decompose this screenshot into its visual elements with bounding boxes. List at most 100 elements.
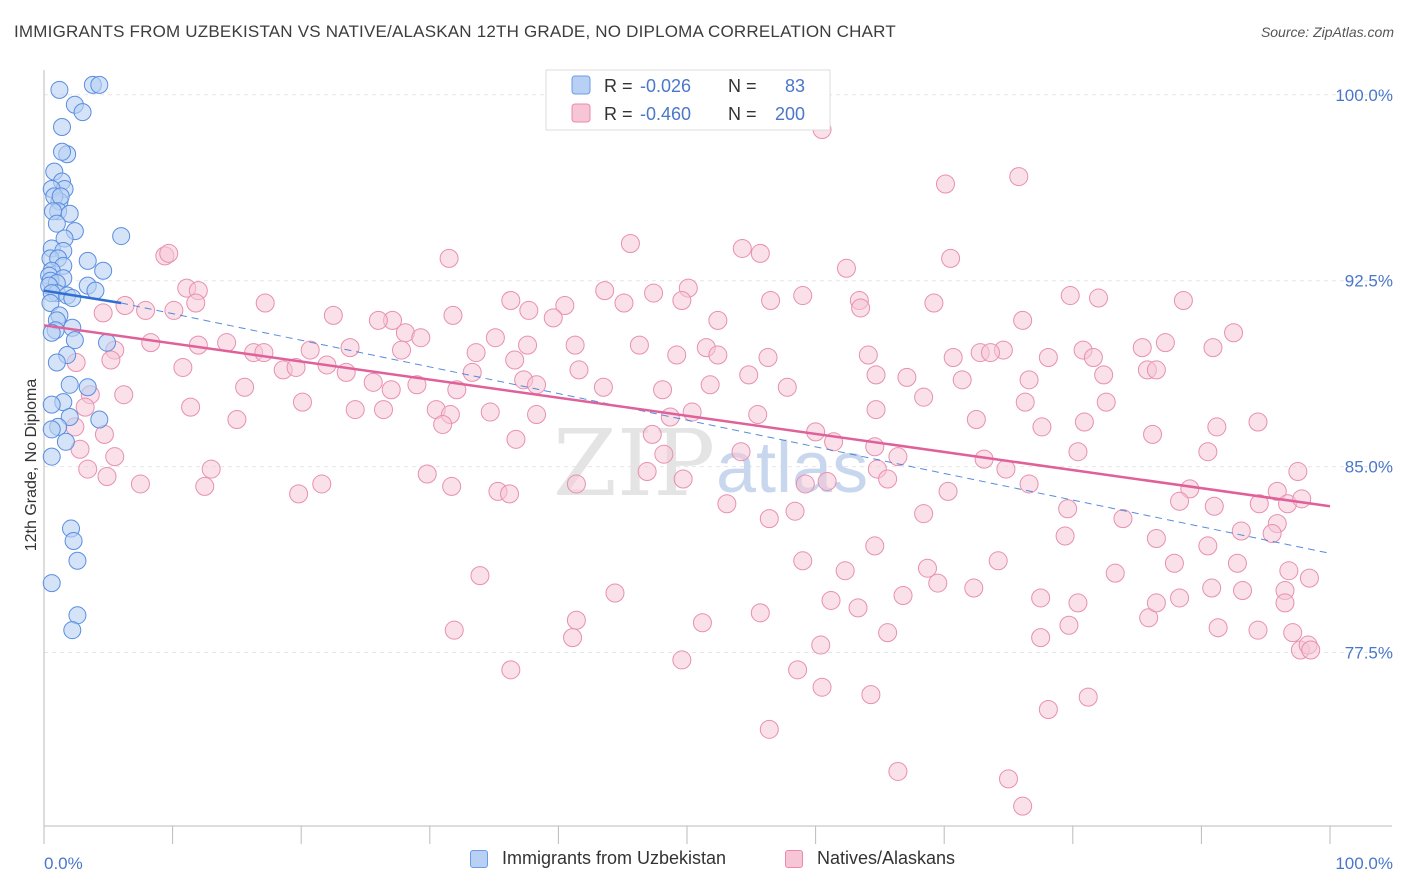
natives-point [966,409,986,429]
natives-point [605,583,625,603]
natives-point [1164,553,1184,573]
watermark: ZIP atlas [553,410,868,517]
natives-point [565,335,585,355]
natives-point [1292,489,1312,509]
natives-point [442,476,462,496]
natives-point [653,380,673,400]
uzbekistan-point [60,204,79,223]
stats-pink-swatch [571,103,591,123]
uzbekistan-point [47,353,66,372]
natives-point [1155,333,1175,353]
natives-point [1203,338,1223,358]
natives-point [1283,623,1303,643]
natives-point [374,400,394,420]
uzbekistan-point [42,574,61,593]
stats-n-value-2: 200 [775,104,805,124]
uzbekistan-points [40,75,131,640]
x-tick-labels: 0.0% 100.0% [44,854,1393,873]
natives-point [759,509,779,529]
natives-point [793,551,813,571]
natives-point [70,439,90,459]
natives-point [186,293,206,313]
natives-point [433,414,453,434]
uzbekistan-point [42,323,61,342]
natives-point [672,291,692,311]
uzbekistan-point [86,281,105,300]
natives-point [732,238,752,258]
natives-point [858,345,878,365]
natives-point [593,377,613,397]
natives-point [141,333,161,353]
natives-point [563,628,583,648]
natives-point [443,305,463,325]
natives-point [1143,424,1163,444]
natives-point [1031,628,1051,648]
natives-point [952,370,972,390]
uzbekistan-point [112,227,131,246]
natives-point [999,769,1018,789]
uzbekistan-point [51,187,70,206]
legend-label-natives: Natives/Alaskans [817,848,956,868]
natives-point [761,291,781,311]
natives-point [717,494,737,514]
natives-point [340,338,360,358]
natives-point [1105,563,1125,583]
uzbekistan-point [78,378,97,397]
natives-point [323,305,343,325]
natives-point [654,444,674,464]
stats-r-value-2: -0.460 [640,104,691,124]
natives-point [851,298,871,318]
natives-point [1059,615,1079,635]
uzbekistan-point [42,420,61,439]
y-tick-label: 92.5% [1345,272,1393,291]
natives-point [1139,608,1159,628]
stats-r-label-2: R = [604,104,633,124]
uzbekistan-point [63,621,82,640]
natives-point [708,310,728,330]
natives-point [1301,640,1321,660]
natives-point [527,375,547,395]
natives-point [988,551,1008,571]
natives-point [1083,348,1103,368]
uzbekistan-point [73,103,92,122]
natives-point [811,635,831,655]
natives-point [1248,412,1268,432]
natives-point [130,474,150,494]
natives-point [470,566,490,586]
uzbekistan-point [60,375,79,394]
natives-point [700,375,720,395]
natives-point [888,447,908,467]
natives-point [914,387,934,407]
legend-swatch-pink [785,849,803,868]
legend-item-uzbekistan[interactable]: Immigrants from Uzbekistan [470,848,726,869]
natives-point [1299,568,1319,588]
natives-point [480,402,500,422]
natives-point [101,350,121,370]
natives-point [614,293,634,313]
uzbekistan-point [53,142,72,161]
natives-point [739,365,759,385]
natives-point [114,385,134,405]
natives-point [692,613,712,633]
trend-lines [43,289,1331,554]
uzbekistan-point [98,333,117,352]
legend-swatch-blue [470,849,488,868]
legend-item-natives[interactable]: Natives/Alaskans [785,848,955,869]
natives-point [964,578,984,598]
uzbekistan-trend-extension [121,302,1331,554]
natives-point [595,281,615,301]
natives-point [629,335,649,355]
natives-point [928,573,948,593]
stats-n-label-1: N = [728,76,757,96]
natives-point [748,405,768,425]
y-tick-label: 100.0% [1335,86,1393,105]
watermark-zip: ZIP [553,410,715,517]
uzbekistan-point [63,289,82,308]
uzbekistan-point [65,331,84,350]
uzbekistan-point [53,118,72,137]
uzbekistan-point [42,447,61,466]
natives-point [235,377,255,397]
natives-point [518,335,538,355]
natives-points [65,119,1321,816]
